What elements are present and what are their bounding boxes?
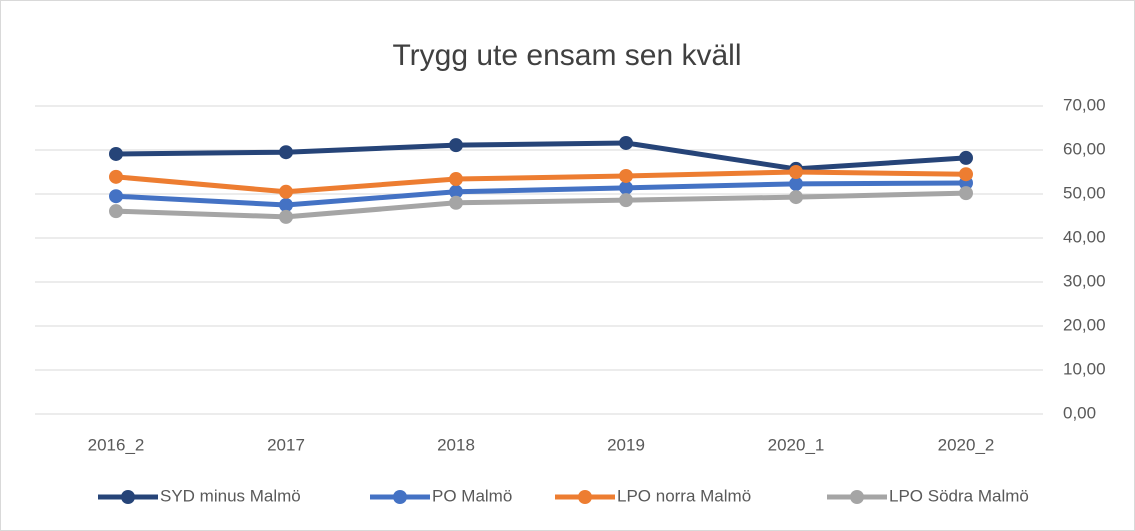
point bbox=[789, 176, 803, 191]
point bbox=[449, 184, 463, 199]
series-line bbox=[115, 169, 967, 195]
point bbox=[109, 189, 123, 204]
point bbox=[619, 135, 633, 150]
legend-marker bbox=[578, 490, 592, 504]
x-tick-label: 2019 bbox=[607, 435, 645, 454]
point bbox=[619, 180, 633, 195]
point bbox=[109, 204, 123, 219]
point bbox=[959, 186, 973, 201]
series-line bbox=[115, 190, 967, 220]
x-tick-label: 2017 bbox=[267, 435, 305, 454]
point bbox=[449, 172, 463, 187]
legend-label: LPO Södra Malmö bbox=[889, 486, 1029, 505]
point bbox=[619, 193, 633, 208]
legend-marker bbox=[393, 490, 407, 504]
legend-marker bbox=[121, 490, 135, 504]
x-tick-label: 2018 bbox=[437, 435, 475, 454]
x-tick-label: 2020_2 bbox=[938, 435, 995, 454]
series-line bbox=[115, 140, 967, 172]
point bbox=[279, 145, 293, 160]
legend-label: LPO norra Malmö bbox=[617, 486, 751, 505]
x-tick-label: 2016_2 bbox=[88, 435, 145, 454]
y-tick-label: 10,00 bbox=[1063, 359, 1106, 378]
point bbox=[789, 190, 803, 205]
chart-title: Trygg ute ensam sen kväll bbox=[392, 39, 741, 72]
y-tick-label: 20,00 bbox=[1063, 315, 1106, 334]
point bbox=[959, 167, 973, 182]
point bbox=[109, 169, 123, 184]
y-tick-label: 70,00 bbox=[1063, 95, 1106, 114]
point bbox=[279, 198, 293, 212]
y-tick-label: 50,00 bbox=[1063, 183, 1106, 202]
series-line bbox=[115, 180, 967, 208]
x-tick-label: 2020_1 bbox=[768, 435, 825, 454]
point bbox=[279, 184, 293, 199]
legend-label: SYD minus Malmö bbox=[160, 486, 301, 505]
point bbox=[449, 195, 463, 210]
point bbox=[789, 165, 803, 179]
point bbox=[109, 146, 123, 161]
point bbox=[449, 138, 463, 153]
legend-label: PO Malmö bbox=[432, 486, 512, 505]
point bbox=[619, 168, 633, 183]
y-tick-label: 40,00 bbox=[1063, 227, 1106, 246]
point bbox=[959, 150, 973, 165]
y-tick-label: 60,00 bbox=[1063, 139, 1106, 158]
point bbox=[279, 209, 293, 224]
y-tick-label: 30,00 bbox=[1063, 271, 1106, 290]
legend-marker bbox=[850, 490, 864, 504]
y-tick-label: 0,00 bbox=[1063, 403, 1096, 422]
